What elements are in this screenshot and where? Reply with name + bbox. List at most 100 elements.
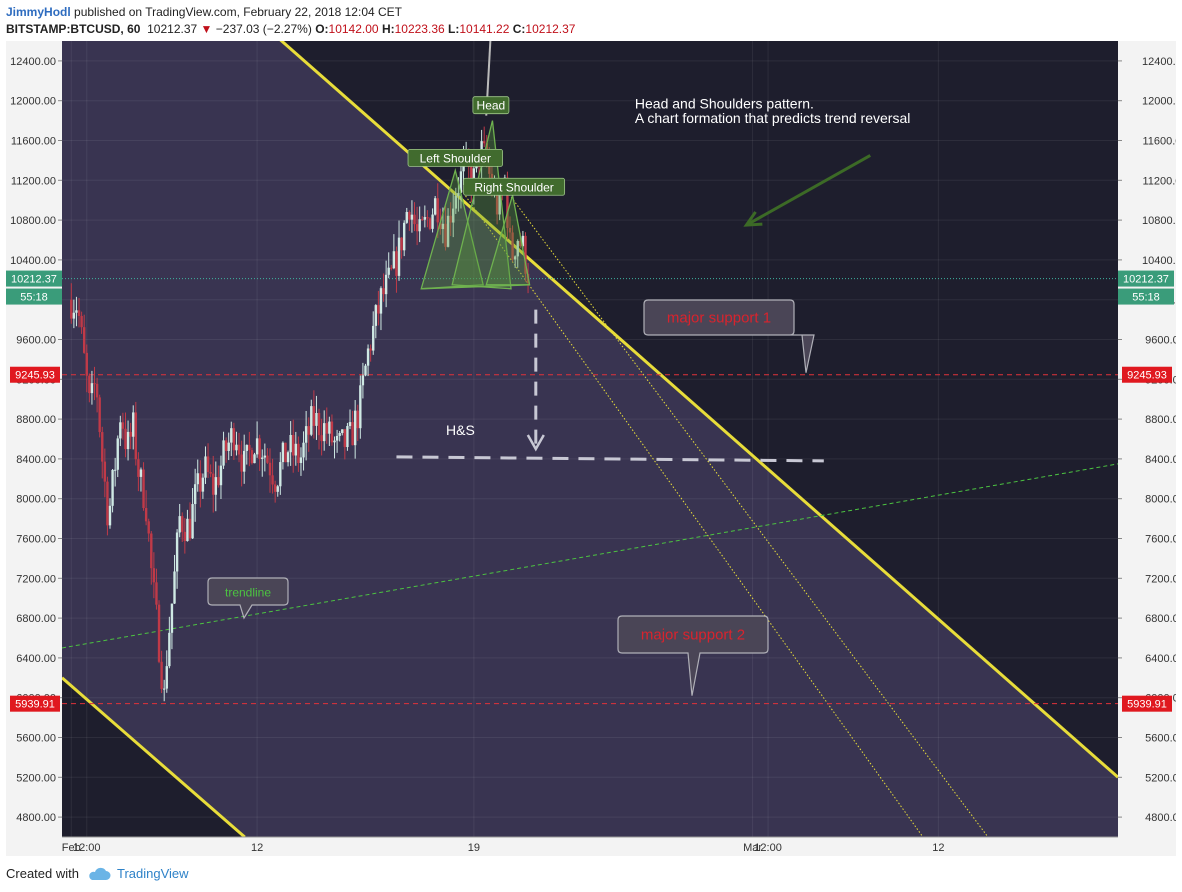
y-tick-label-right: 10800.00 — [1142, 215, 1176, 227]
hs-target-line — [396, 455, 824, 463]
candle-body — [325, 423, 328, 434]
candle-body — [255, 438, 259, 455]
y-tick-label-right: 12000.00 — [1142, 96, 1176, 108]
support-tag-left: 9245.93 — [15, 370, 55, 382]
candle-body — [353, 410, 357, 446]
candle-body — [431, 214, 434, 229]
candle-body — [439, 222, 442, 230]
major-support-2-label: major support 2 — [641, 627, 745, 644]
candle-body — [70, 299, 73, 319]
candle-body — [454, 196, 458, 209]
major-support-2-label-bubble — [617, 615, 769, 696]
candle-body — [160, 661, 163, 689]
y-tick-label-right: 10400.00 — [1142, 255, 1176, 267]
y-tick-label-right: 11200.00 — [1142, 175, 1176, 187]
trendline — [62, 463, 1118, 649]
author-link[interactable]: JimmyHodl — [6, 5, 71, 19]
candle-body — [72, 312, 76, 319]
y-tick-label-left: 10800.00 — [10, 215, 56, 227]
candle-body — [400, 237, 403, 251]
candle-body — [271, 475, 274, 485]
candle-body — [335, 435, 339, 441]
candle-body — [232, 428, 236, 451]
candle-body — [457, 192, 460, 197]
y-tick-label-right: 5600.00 — [1145, 733, 1176, 745]
candle-body — [113, 469, 117, 471]
y-tick-label-left: 8000.00 — [16, 494, 56, 506]
cloud-icon — [89, 867, 111, 880]
support-tag-right: 9245.93 — [1127, 370, 1167, 382]
candle-body — [379, 288, 383, 314]
plot-layer: Head Left Shoulder Right Shoulder Head and … — [62, 41, 1118, 837]
candle-body — [155, 582, 158, 605]
candle-body — [90, 383, 94, 394]
low-key: L: — [448, 22, 460, 36]
candle-body — [168, 632, 171, 667]
candle-body — [237, 444, 241, 455]
hs-target-label: H&S — [446, 422, 475, 438]
candle-body — [320, 435, 323, 442]
candle-body — [248, 444, 251, 451]
candle-body — [413, 214, 416, 225]
candle-body — [132, 412, 135, 437]
candle-body — [111, 469, 114, 506]
candle-body — [152, 568, 156, 583]
hs-projection-arrowhead — [526, 434, 545, 452]
candle-body — [157, 604, 161, 662]
candle-body — [276, 486, 279, 492]
candle-body — [227, 442, 230, 451]
candle-body — [498, 188, 501, 215]
candle-body — [126, 431, 130, 450]
candle-body — [307, 426, 310, 435]
y-tick-label-left: 7200.00 — [16, 573, 56, 585]
candle-body — [268, 462, 272, 476]
tradingview-logo-link[interactable]: TradingView — [87, 866, 189, 881]
candle-body — [253, 454, 256, 464]
candle-body — [294, 443, 298, 456]
candle-body — [482, 141, 486, 144]
candle-body — [242, 450, 246, 472]
support-tag-left: 5939.91 — [15, 699, 55, 711]
y-tick-label-left: 5600.00 — [16, 733, 56, 745]
support-tag-right-bg — [1122, 695, 1172, 712]
candle-body — [519, 240, 522, 247]
candle-body — [82, 327, 86, 353]
left-shoulder-triangle — [420, 167, 484, 290]
x-tick-label: 12:00 — [754, 842, 782, 854]
y-tick-label-left: 5200.00 — [16, 772, 56, 784]
candle-body — [310, 406, 313, 435]
y-tick-label-left: 11600.00 — [11, 136, 56, 148]
candle-body — [508, 227, 512, 233]
candle-body — [214, 477, 218, 495]
candle-body — [397, 237, 401, 276]
candle-body — [351, 422, 354, 446]
y-tick-label-left: 8800.00 — [16, 414, 56, 426]
y-tick-label-left: 4800.00 — [16, 812, 56, 824]
down-arrow-icon: ▼ — [200, 22, 213, 36]
high-value: 10223.36 — [394, 22, 445, 36]
candle-body — [263, 455, 267, 458]
channel-lower-line — [62, 676, 246, 837]
candle-body — [441, 223, 445, 230]
candle-body — [377, 305, 380, 314]
head-label-bg — [472, 96, 510, 115]
candle-body — [222, 440, 225, 466]
candle-body — [495, 189, 499, 215]
candle-body — [384, 274, 388, 295]
x-tick-label: 19 — [468, 842, 480, 854]
close-key: C: — [512, 22, 526, 36]
y-tick-label-right: 12400.00 — [1142, 56, 1176, 68]
candle-body — [178, 516, 181, 533]
y-tick-label-left: 6800.00 — [16, 613, 56, 625]
candle-body — [212, 473, 215, 495]
y-tick-label-left: 11200.00 — [11, 175, 56, 187]
y-tick-label-right: 7200.00 — [1145, 573, 1176, 585]
trendline-label-bubble — [207, 577, 289, 620]
candle-body — [106, 481, 109, 526]
open-value: 10142.00 — [328, 22, 379, 36]
y-tick-label-left: 12000.00 — [10, 96, 56, 108]
price-chart[interactable]: Head Left Shoulder Right Shoulder Head and … — [6, 41, 1176, 856]
candle-body — [322, 423, 326, 442]
candle-body — [302, 442, 305, 458]
candle-body — [444, 223, 447, 247]
